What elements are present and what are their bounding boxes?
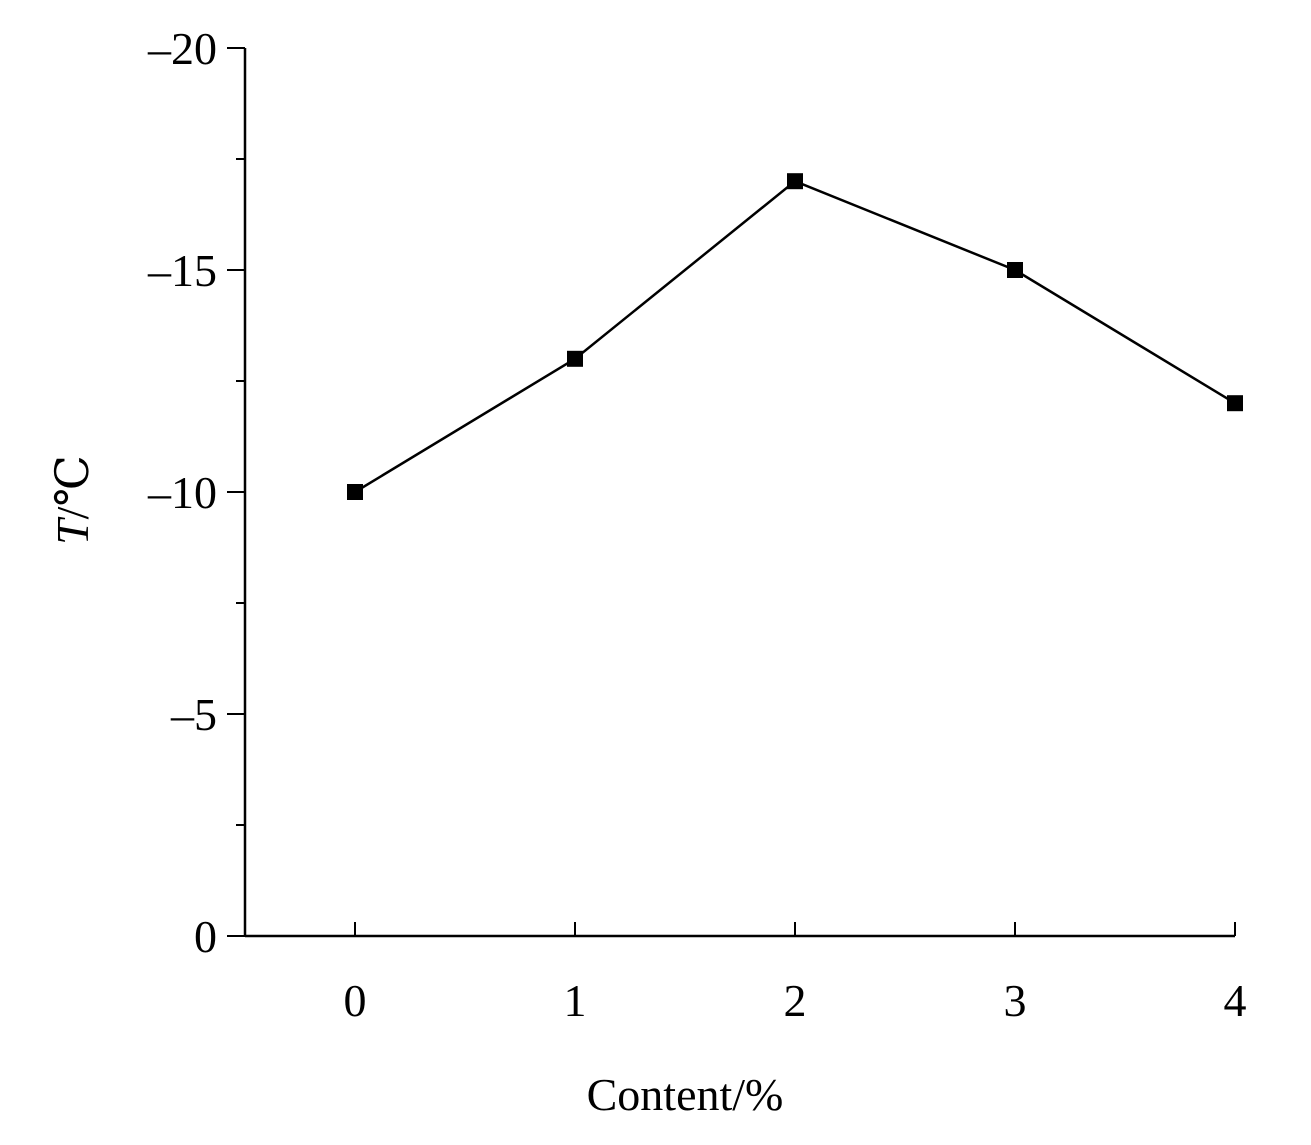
y-tick-label: –10 [147, 467, 217, 518]
x-tick-label: 1 [564, 975, 587, 1026]
x-tick-label: 0 [344, 975, 367, 1026]
y-tick-label: 0 [194, 911, 217, 962]
series-group [347, 173, 1243, 500]
axes [243, 48, 1235, 938]
y-axis-title-unit: /℃ [47, 455, 98, 519]
data-point-marker [347, 484, 363, 500]
y-tick-label: –15 [147, 245, 217, 296]
x-tick-label: 3 [1004, 975, 1027, 1026]
data-point-marker [1007, 262, 1023, 278]
y-ticks: 0 –5 –10 –15 –20 [147, 23, 245, 962]
x-axis-title: Content/% [587, 1069, 784, 1120]
x-tick-label: 4 [1224, 975, 1247, 1026]
y-axis-title: T/℃ [47, 455, 98, 545]
data-point-marker [787, 173, 803, 190]
data-point-marker [567, 350, 583, 367]
x-ticks: 0 1 2 3 4 [344, 922, 1247, 1026]
data-point-marker [1227, 395, 1243, 412]
y-tick-label: –20 [147, 23, 217, 74]
y-axis-title-symbol: T [47, 516, 98, 545]
series-line [354, 179, 1236, 494]
y-tick-label: –5 [170, 689, 217, 740]
x-tick-label: 2 [784, 975, 807, 1026]
